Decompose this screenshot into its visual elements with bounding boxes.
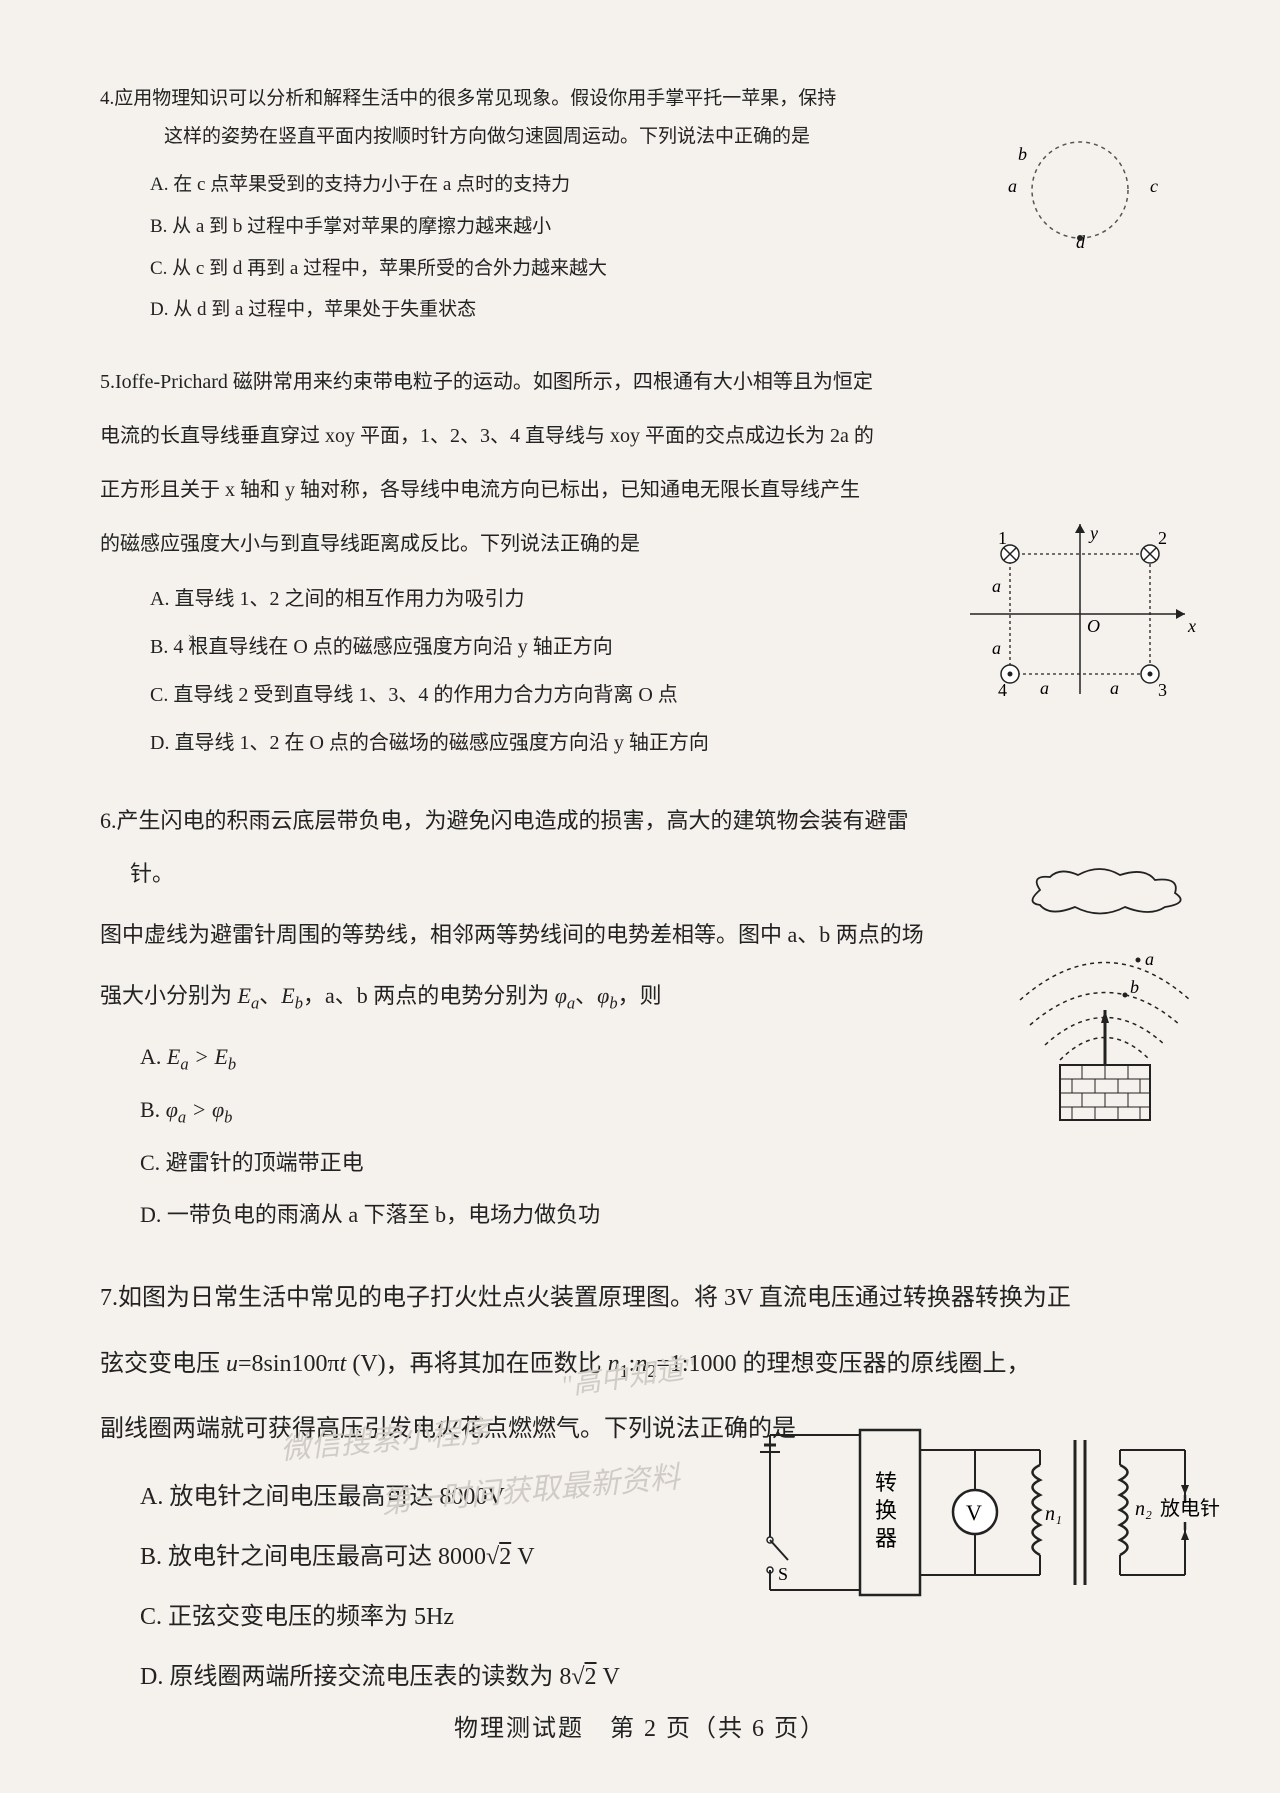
q5-annotation-x: ×: [188, 630, 195, 644]
q6-pa-p: φ: [555, 983, 567, 1008]
q5-label-3: 3: [1158, 680, 1167, 700]
q7-s2-pre: 弦交变电压: [100, 1351, 226, 1377]
q6-stem-line1: 产生闪电的积雨云底层带负电，为避免闪电造成的损害，高大的建筑物会装有避雷针。: [117, 808, 909, 886]
page-footer: 物理测试题 第 2 页（共 6 页）: [0, 1708, 1280, 1743]
q4-label-c: c: [1150, 176, 1158, 196]
q6-Ea-a: a: [251, 993, 259, 1012]
q5-label-a1: a: [992, 576, 1001, 596]
q7-optD-2: 2: [585, 1664, 597, 1690]
q7-label-n1: n₁: [1045, 1503, 1062, 1525]
q6-label-b: b: [1130, 977, 1139, 997]
q6-optA-body: Ea > Eb: [167, 1044, 236, 1069]
q6-stem-line2: 图中虚线为避雷针周围的等势线，相邻两等势线间的电势差相等。图中 a、b 两点的场: [100, 909, 950, 962]
q7-label-conv1: 转: [875, 1470, 897, 1495]
q5-label-2: 2: [1158, 528, 1167, 548]
q6-s3-mid: ，a、b 两点的电势分别为: [303, 983, 555, 1008]
q7-optB-pre: B. 放电针之间电压最高可达 8000: [140, 1544, 486, 1570]
q5-label-y: y: [1088, 523, 1098, 543]
q6-pa-a: a: [567, 993, 575, 1012]
q5-label-a4: a: [1110, 678, 1119, 698]
q7-optD-pre: D. 原线圈两端所接交流电压表的读数为 8: [140, 1664, 571, 1690]
q6-Eb-b: b: [295, 993, 303, 1012]
q7-option-d: D. 原线圈两端所接交流电压表的读数为 8√2 V: [100, 1647, 1000, 1707]
q7-optB-2: 2: [499, 1544, 511, 1570]
q5-label-4: 4: [998, 680, 1007, 700]
q5-stem-line3: 正方形且关于 x 轴和 y 轴对称，各导线中电流方向已标出，已知通电无限长直导线…: [100, 467, 880, 513]
question-4: 4.应用物理知识可以分析和解释生活中的很多常见现象。假设你用手掌平托一苹果，保持…: [100, 80, 1190, 331]
q7-stem-line1: 如图为日常生活中常见的电子打火灶点火装置原理图。将 3V 直流电压通过转换器转换…: [118, 1285, 1071, 1311]
q7-s2-unit: (V)，再将其加在匝数比: [346, 1351, 607, 1377]
q6-option-c: C. 避雷针的顶端带正电: [100, 1137, 1190, 1190]
q6-option-d: D. 一带负电的雨滴从 a 下落至 b，电场力做负功: [100, 1189, 1190, 1242]
q6-s3-pre: 强大小分别为: [100, 983, 238, 1008]
q7-s2-ratio: =1:1000 的理想变压器的原线圈上，: [656, 1351, 1030, 1377]
q5-number: 5.: [100, 371, 115, 393]
q5-label-o: O: [1087, 616, 1100, 636]
q7-label-v: V: [966, 1500, 982, 1525]
q6-optB-pre: B.: [140, 1097, 166, 1122]
q6-optA-pre: A.: [140, 1044, 167, 1069]
question-5: 5.Ioffe-Prichard 磁阱常用来约束带电粒子的运动。如图所示，四根通…: [100, 359, 1190, 767]
q7-s2-n2: n: [635, 1351, 647, 1377]
q6-stem: 6.产生闪电的积雨云底层带负电，为避免闪电造成的损害，高大的建筑物会装有避雷针。: [100, 795, 950, 901]
q5-stem-line1: Ioffe-Prichard 磁阱常用来约束带电粒子的运动。如图所示，四根通有大…: [115, 371, 873, 393]
q5-option-b-text: B. 4 根直导线在 O 点的磁感应强度方向沿 y 轴正方向: [150, 636, 613, 658]
q5-label-1: 1: [998, 528, 1007, 548]
q6-s3-sep2: 、: [575, 983, 597, 1008]
q4-option-c: C. 从 c 到 d 再到 a 过程中，苹果所受的合外力越来越大: [100, 248, 1190, 290]
q7-optB-sqrt: √: [486, 1544, 499, 1570]
q7-option-a: A. 放电针之间电压最高可达 8000V: [100, 1467, 650, 1527]
q6-stem-line3: 强大小分别为 Ea、Eb，a、b 两点的电势分别为 φa、φb，则: [100, 970, 950, 1023]
q4-label-d: d: [1076, 232, 1086, 250]
q7-option-c: C. 正弦交变电压的频率为 5Hz: [100, 1587, 650, 1647]
q6-number: 6.: [100, 808, 117, 833]
q4-stem-line2: 这样的姿势在竖直平面内按顺时针方向做匀速圆周运动。下列说法中正确的是: [132, 126, 810, 147]
q7-s2-eq: =8sin100π: [238, 1351, 340, 1377]
q7-label-conv2: 换: [875, 1498, 897, 1523]
q5-label-x: x: [1187, 616, 1196, 636]
question-6: 6.产生闪电的积雨云底层带负电，为避免闪电造成的损害，高大的建筑物会装有避雷针。…: [100, 795, 1190, 1242]
q7-optB-end: V: [511, 1544, 534, 1570]
q6-Eb-E: E: [281, 983, 294, 1008]
q7-label-spark: 放电针: [1160, 1497, 1220, 1520]
q7-diagram: S 转 换 器 V n₁: [740, 1400, 1220, 1620]
q6-s3-sep1: 、: [259, 983, 281, 1008]
q5-label-a2: a: [992, 638, 1001, 658]
q6-pb-b: b: [609, 993, 617, 1012]
q7-number: 7.: [100, 1285, 118, 1311]
q7-label-conv3: 器: [875, 1526, 897, 1551]
q7-label-n2: n₂: [1135, 1498, 1152, 1520]
footer-text: 物理测试题 第 2 页（共 6 页）: [454, 1716, 826, 1742]
q4-label-a: a: [1008, 176, 1017, 196]
q7-optD-sqrt: √: [571, 1664, 584, 1690]
q6-Ea-E: E: [238, 983, 251, 1008]
q5-label-a3: a: [1040, 678, 1049, 698]
q7-s2-n2sub: 2: [647, 1361, 656, 1381]
q4-stem-line1: 应用物理知识可以分析和解释生活中的很多常见现象。假设你用手掌平托一苹果，保持: [114, 88, 836, 109]
q7-stem-line2: 弦交变电压 u=8sin100πt (V)，再将其加在匝数比 n1:n2=1:1…: [100, 1336, 1180, 1394]
q5-stem: 5.Ioffe-Prichard 磁阱常用来约束带电粒子的运动。如图所示，四根通…: [100, 359, 880, 405]
q7-s2-u: u: [226, 1351, 238, 1377]
question-7: 7.如图为日常生活中常见的电子打火灶点火装置原理图。将 3V 直流电压通过转换器…: [100, 1270, 1190, 1707]
q7-optD-end: V: [597, 1664, 620, 1690]
q5-stem-line2: 电流的长直导线垂直穿过 xoy 平面，1、2、3、4 直导线与 xoy 平面的交…: [100, 413, 880, 459]
q4-diagram: c a d b: [990, 130, 1170, 250]
q6-label-a: a: [1145, 949, 1154, 969]
q7-s2-n1: n: [608, 1351, 620, 1377]
q7-stem: 7.如图为日常生活中常见的电子打火灶点火装置原理图。将 3V 直流电压通过转换器…: [100, 1270, 1180, 1328]
q6-pb-p: φ: [597, 983, 609, 1008]
q4-number: 4.: [100, 88, 114, 109]
q5-stem-line4: 的磁感应强度大小与到直导线距离成反比。下列说法正确的是: [100, 521, 880, 567]
q4-option-d: D. 从 d 到 a 过程中，苹果处于失重状态: [100, 289, 1190, 331]
q6-diagram: a b: [1000, 865, 1210, 1125]
q6-optB-body: φa > φb: [166, 1097, 233, 1122]
q6-s3-end: ，则: [618, 983, 662, 1008]
q4-label-b: b: [1018, 144, 1027, 164]
q7-option-b: B. 放电针之间电压最高可达 8000√2 V: [100, 1527, 650, 1587]
q7-s2-n1sub: 1: [620, 1361, 629, 1381]
q7-label-s: S: [778, 1564, 788, 1584]
q5-diagram: 1 2 3 4 a a a a O x y: [960, 514, 1200, 714]
q5-option-d: D. 直导线 1、2 在 O 点的合磁场的磁感应强度方向沿 y 轴正方向: [100, 719, 1190, 767]
